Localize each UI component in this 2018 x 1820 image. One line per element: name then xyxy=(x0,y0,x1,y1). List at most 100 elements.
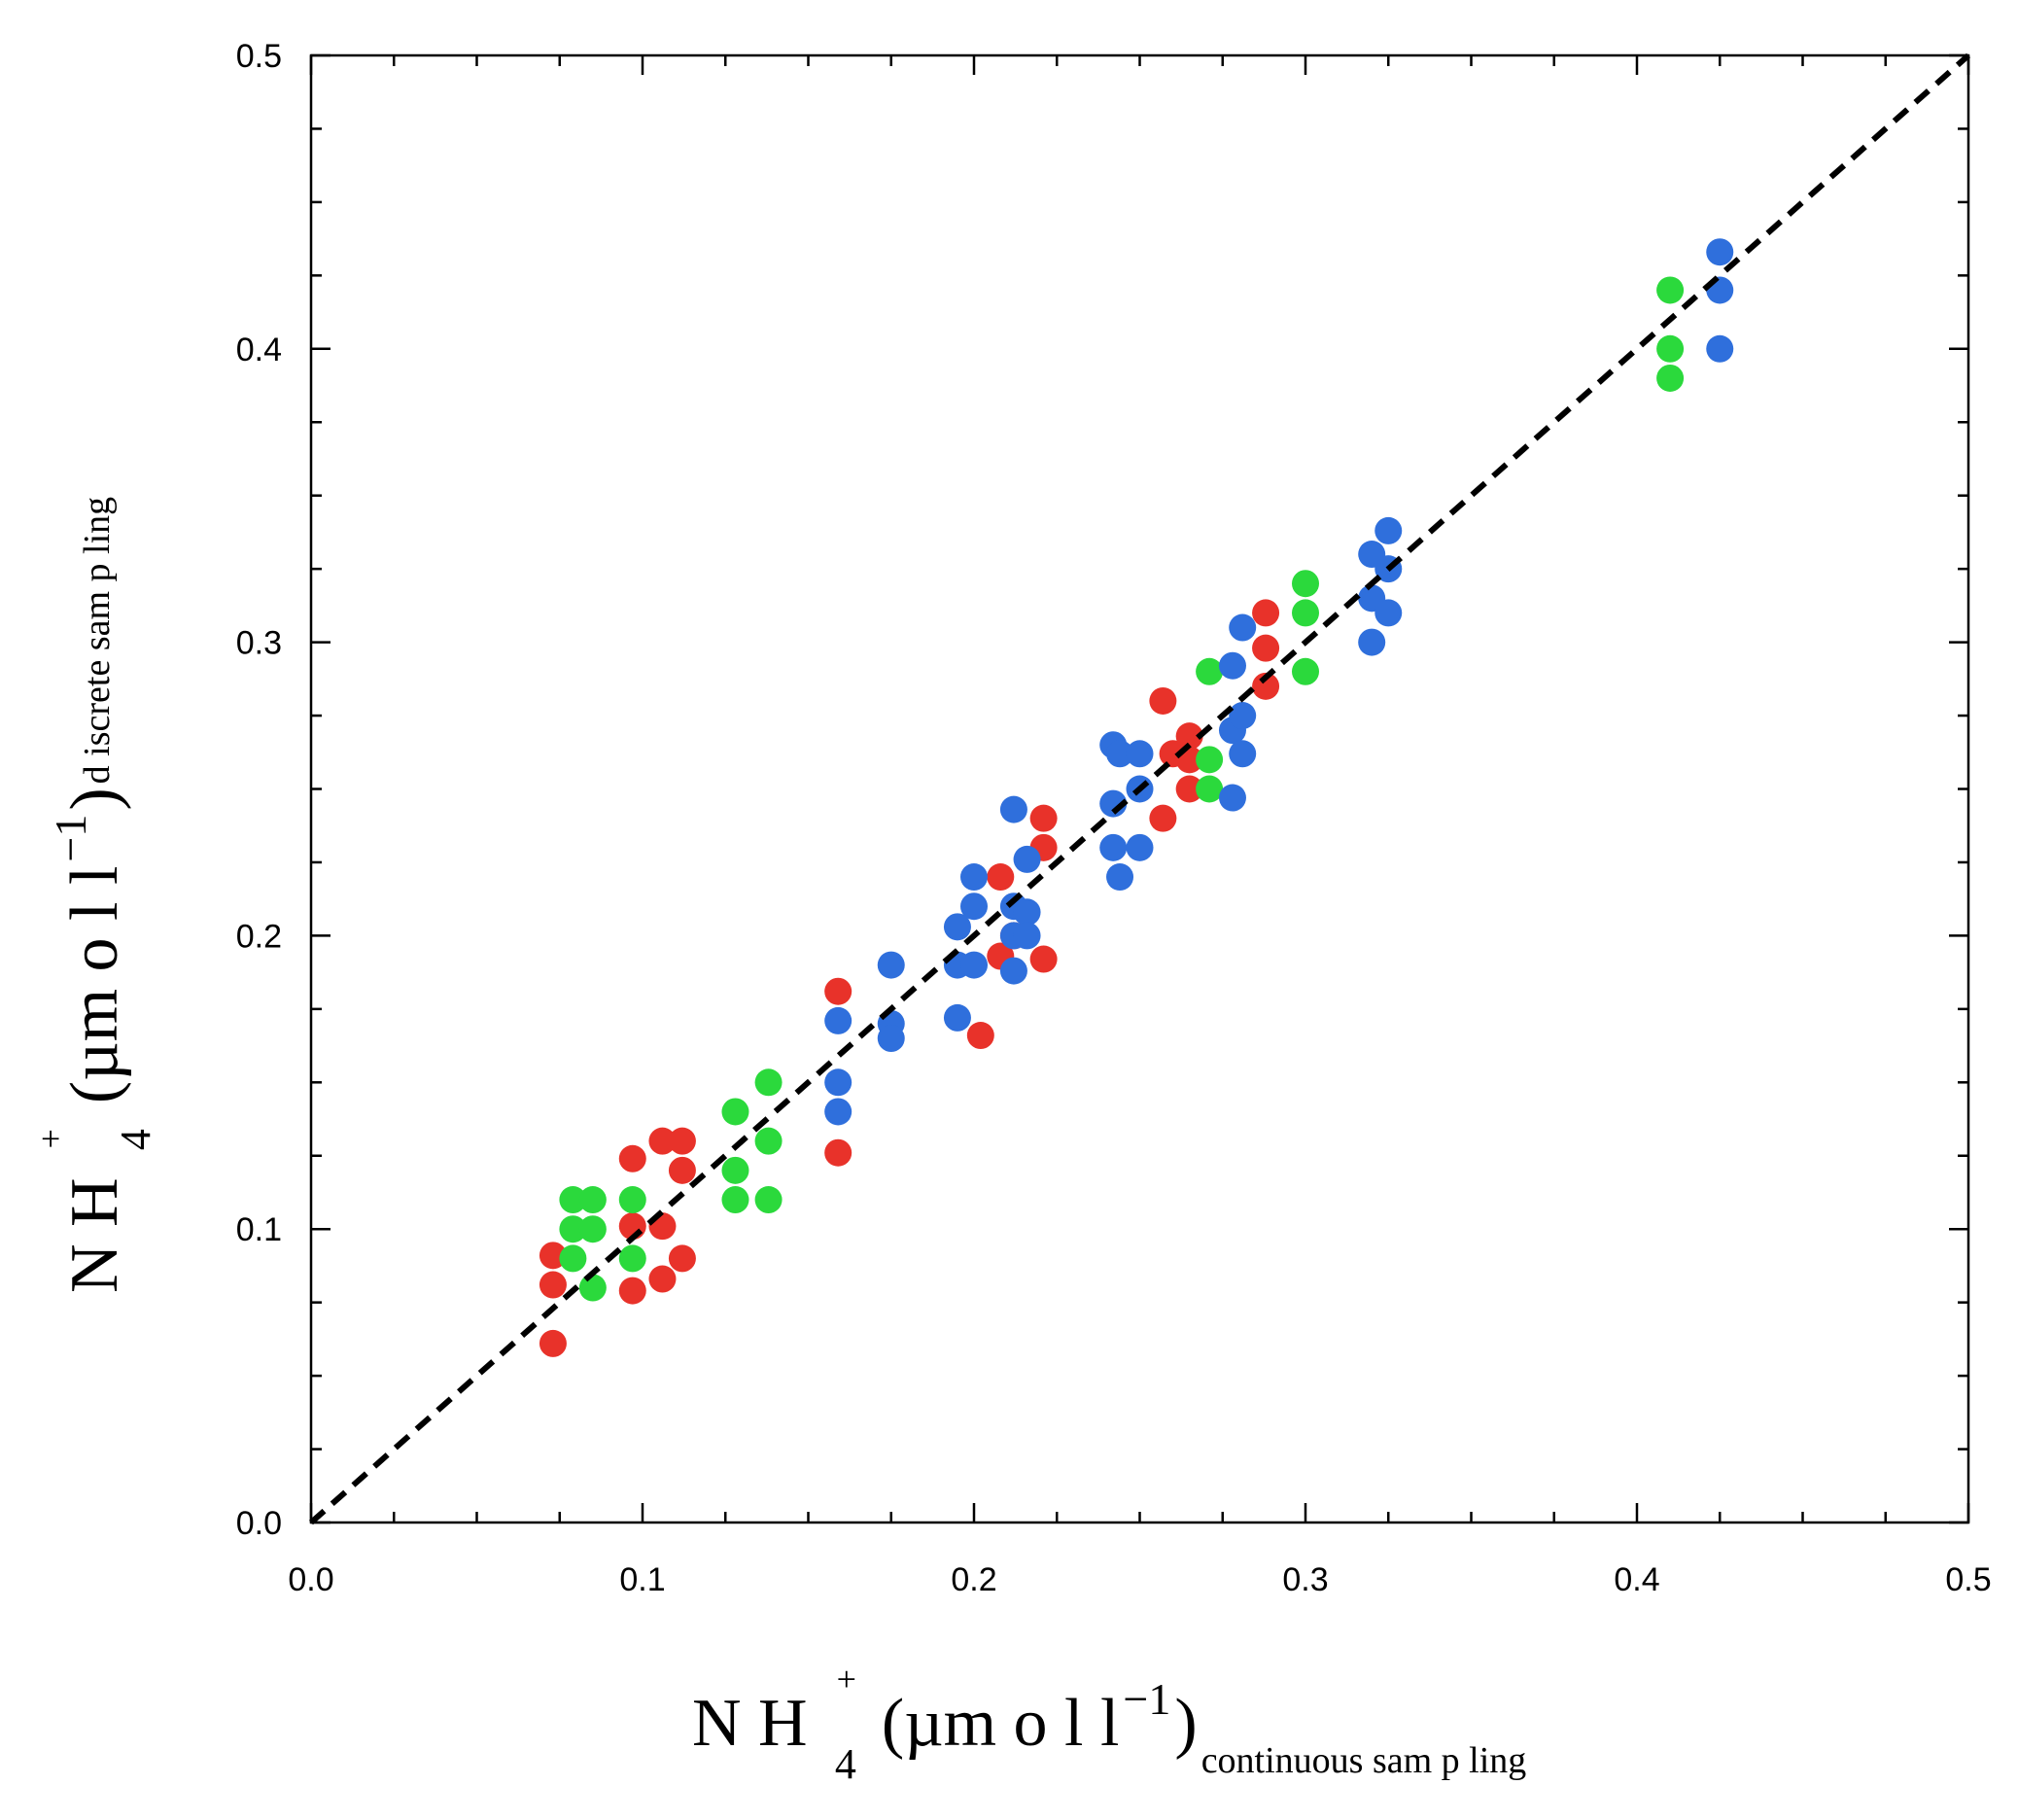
x-axis-title-main: N H xyxy=(692,1686,808,1761)
y-tick-label: 0.5 xyxy=(236,38,282,75)
data-point-green xyxy=(721,1156,749,1184)
data-point-green xyxy=(559,1244,587,1273)
data-point-blue xyxy=(1126,740,1154,768)
y-axis-title: N H + 4 (µm o l l −1 ) d iscrete sam p l… xyxy=(31,497,159,1293)
data-point-green xyxy=(618,1244,646,1273)
data-point-blue xyxy=(1106,863,1134,892)
data-point-red xyxy=(618,1144,646,1172)
data-point-blue xyxy=(960,892,988,921)
data-point-blue xyxy=(1218,651,1246,680)
y-tick-label: 0.1 xyxy=(236,1211,282,1248)
data-point-blue xyxy=(1229,613,1257,642)
data-point-red xyxy=(668,1156,696,1184)
data-point-green xyxy=(721,1186,749,1214)
data-point-red xyxy=(539,1329,567,1357)
data-point-blue xyxy=(999,957,1027,985)
plot-frame xyxy=(309,53,1970,1524)
data-point-red xyxy=(966,1022,994,1050)
data-point-red xyxy=(648,1127,677,1155)
x-axis-title: N H + 4 (µm o l l −1 ) continuous sam p … xyxy=(692,1660,1526,1788)
data-point-blue xyxy=(1106,740,1134,768)
data-point-green xyxy=(1292,599,1319,627)
data-point-red xyxy=(1175,775,1203,803)
data-point-blue xyxy=(1706,334,1734,363)
x-tick-label: 0.4 xyxy=(1614,1561,1659,1598)
data-point-blue xyxy=(1013,922,1041,950)
data-point-blue xyxy=(960,863,988,892)
data-point-blue xyxy=(1229,702,1257,730)
data-point-red xyxy=(1149,686,1177,715)
y-tick-labels: 0.0 0.1 0.2 0.3 0.4 0.5 xyxy=(236,38,282,1542)
data-point-blue xyxy=(824,1006,852,1034)
data-point-red xyxy=(1252,672,1280,700)
data-point-red xyxy=(618,1277,646,1305)
x-axis-title-units: (µm o l l xyxy=(882,1686,1120,1761)
y-axis-title-suffix: d iscrete sam p ling xyxy=(77,497,118,784)
y-axis-title-units-sup: −1 xyxy=(46,815,95,862)
data-point-green xyxy=(559,1186,587,1214)
y-tick-label: 0.0 xyxy=(236,1505,282,1542)
data-point-green xyxy=(618,1186,646,1214)
data-point-blue xyxy=(1218,784,1246,812)
data-point-green xyxy=(578,1186,607,1214)
minor-ticks xyxy=(311,55,1968,1522)
data-point-red xyxy=(539,1242,567,1270)
data-point-blue xyxy=(1126,833,1154,861)
x-axis-title-units-sup: −1 xyxy=(1123,1674,1170,1724)
y-tick-label: 0.4 xyxy=(236,332,282,368)
data-point-red xyxy=(1252,634,1280,662)
x-tick-labels: 0.0 0.1 0.2 0.3 0.4 0.5 xyxy=(288,1561,1991,1598)
data-point-blue xyxy=(877,1025,905,1053)
data-point-blue xyxy=(1099,833,1128,861)
data-point-green xyxy=(1656,334,1685,363)
data-point-blue xyxy=(943,913,971,941)
data-point-blue xyxy=(960,951,988,979)
data-point-green xyxy=(721,1098,749,1126)
y-axis-title-sub: 4 xyxy=(112,1129,159,1150)
data-point-blue xyxy=(999,795,1027,823)
x-tick-label: 0.2 xyxy=(951,1561,996,1598)
y-axis-title-main: N H xyxy=(57,1177,132,1293)
x-axis-title-sup: + xyxy=(837,1660,856,1698)
y-axis-title-units: (µm o l l xyxy=(57,866,132,1104)
data-point-green xyxy=(754,1186,783,1214)
data-point-green xyxy=(754,1068,783,1097)
data-point-green xyxy=(1292,657,1319,685)
one-to-one-reference-line xyxy=(309,52,1970,1525)
data-point-blue xyxy=(824,1068,852,1097)
y-tick-label: 0.2 xyxy=(236,918,282,955)
data-point-red xyxy=(668,1244,696,1273)
x-axis-title-close: ) xyxy=(1174,1686,1197,1761)
data-point-blue xyxy=(1374,516,1403,544)
x-tick-label: 0.3 xyxy=(1282,1561,1328,1598)
y-axis-title-close: ) xyxy=(57,788,132,810)
data-point-blue xyxy=(1229,740,1257,768)
x-axis-title-suffix: continuous sam p ling xyxy=(1201,1740,1527,1781)
data-point-blue xyxy=(1013,898,1041,927)
data-point-green xyxy=(559,1215,587,1243)
data-point-red xyxy=(668,1127,696,1155)
data-point-red xyxy=(1029,804,1058,832)
data-point-green xyxy=(578,1215,607,1243)
data-point-blue xyxy=(1099,789,1128,818)
data-point-blue xyxy=(1706,238,1734,266)
x-tick-label: 0.5 xyxy=(1945,1561,1991,1598)
y-axis-title-sup: + xyxy=(31,1129,70,1148)
data-point-red xyxy=(824,977,852,1005)
x-tick-label: 0.1 xyxy=(619,1561,665,1598)
data-point-blue xyxy=(943,1003,971,1032)
data-point-blue xyxy=(877,951,905,979)
data-points xyxy=(539,238,1734,1357)
data-point-green xyxy=(754,1127,783,1155)
x-tick-label: 0.0 xyxy=(288,1561,333,1598)
data-point-red xyxy=(1149,804,1177,832)
data-point-green xyxy=(1196,746,1224,774)
data-point-red xyxy=(539,1271,567,1299)
data-point-red xyxy=(987,863,1015,892)
data-point-blue xyxy=(1358,628,1386,656)
data-point-red xyxy=(1029,945,1058,973)
y-tick-label: 0.3 xyxy=(236,625,282,662)
data-point-red xyxy=(824,1138,852,1167)
data-point-blue xyxy=(1013,845,1041,873)
